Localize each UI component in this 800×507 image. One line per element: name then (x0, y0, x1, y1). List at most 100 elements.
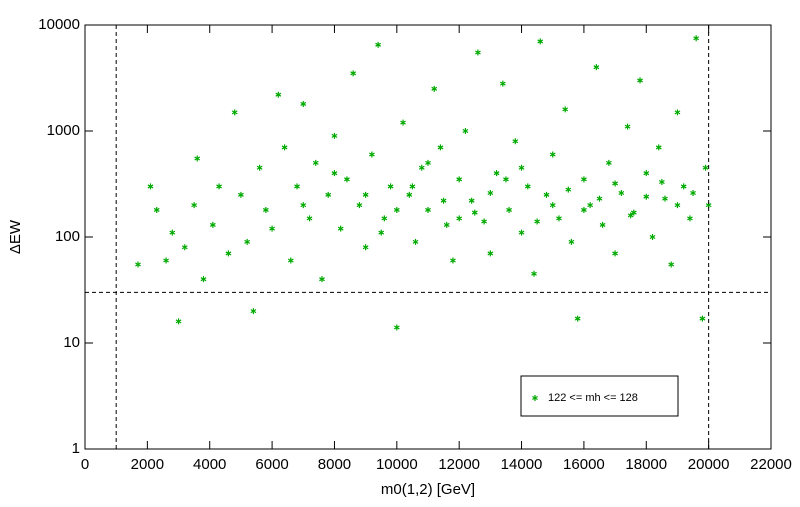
point (350, 70, 357, 77)
point (381, 215, 388, 222)
point (549, 202, 556, 209)
point (674, 109, 681, 116)
point (362, 191, 369, 198)
point (319, 276, 325, 283)
point (300, 100, 307, 107)
point (163, 257, 169, 264)
point (406, 191, 413, 198)
point (356, 202, 363, 209)
point (269, 225, 275, 232)
x-axis-label: m0(1,2) [GeV] (381, 481, 475, 498)
x-tick-label: 18000 (625, 456, 667, 473)
point (456, 176, 463, 183)
x-tick-label: 0 (81, 456, 89, 473)
point (468, 197, 475, 204)
point (287, 257, 294, 264)
point (487, 250, 494, 257)
point (412, 238, 419, 245)
legend-box (520, 375, 679, 417)
point (593, 64, 600, 71)
point (400, 119, 406, 126)
point (493, 170, 500, 177)
point (231, 109, 238, 116)
point (612, 180, 618, 187)
point (337, 225, 344, 232)
point (147, 183, 154, 190)
point (581, 176, 587, 183)
point (687, 215, 693, 222)
point (565, 186, 572, 193)
point (300, 202, 307, 209)
point (643, 170, 650, 177)
point (181, 244, 188, 251)
point (658, 179, 665, 186)
point (534, 218, 541, 225)
point (378, 229, 385, 236)
point (630, 209, 637, 216)
point (437, 144, 444, 151)
point (649, 234, 656, 240)
point (443, 221, 450, 228)
point (456, 215, 463, 222)
y-tick-label: 10 (63, 334, 80, 351)
point (344, 176, 350, 183)
y-tick-label: 10000 (38, 16, 80, 33)
point (393, 324, 400, 331)
y-tick-label: 1000 (47, 122, 80, 139)
point (474, 49, 481, 56)
point (331, 132, 338, 139)
point (680, 183, 687, 190)
point (471, 209, 478, 216)
point (503, 176, 509, 183)
point (153, 206, 160, 213)
point (225, 250, 232, 257)
legend-marker (532, 395, 538, 401)
point (518, 164, 525, 171)
point (574, 315, 581, 322)
point (618, 190, 625, 197)
point (294, 183, 300, 190)
point (512, 138, 519, 145)
point (209, 221, 216, 228)
point (450, 257, 456, 264)
point (702, 164, 709, 171)
point (596, 195, 603, 202)
point (238, 191, 244, 198)
x-tick-label: 20000 (688, 456, 730, 473)
y-axis-label: ΔEW (7, 219, 24, 254)
point (662, 195, 668, 202)
point (568, 238, 575, 245)
point (425, 206, 431, 213)
point (418, 164, 425, 171)
point (362, 244, 369, 251)
point (549, 151, 556, 158)
point (668, 261, 675, 268)
point (312, 159, 319, 166)
point (637, 77, 643, 84)
point (169, 229, 176, 236)
point (440, 197, 447, 204)
point (699, 315, 706, 322)
x-tick-label: 4000 (193, 456, 226, 473)
point (693, 35, 700, 42)
point (562, 106, 569, 113)
point (244, 238, 251, 245)
point (331, 170, 338, 177)
point (612, 250, 618, 257)
point (409, 183, 416, 190)
x-tick-label: 14000 (501, 456, 543, 473)
point (605, 159, 612, 166)
point (281, 144, 288, 151)
point (200, 276, 207, 283)
x-tick-label: 12000 (438, 456, 480, 473)
point (393, 206, 400, 213)
point (556, 215, 562, 222)
x-tick-label: 16000 (563, 456, 605, 473)
point (425, 159, 431, 166)
point (325, 191, 332, 198)
point (256, 164, 263, 171)
legend-label: 122 <= mh <= 128 (548, 392, 638, 404)
y-tick-label: 100 (55, 228, 80, 245)
point (531, 270, 537, 277)
point (643, 193, 650, 200)
